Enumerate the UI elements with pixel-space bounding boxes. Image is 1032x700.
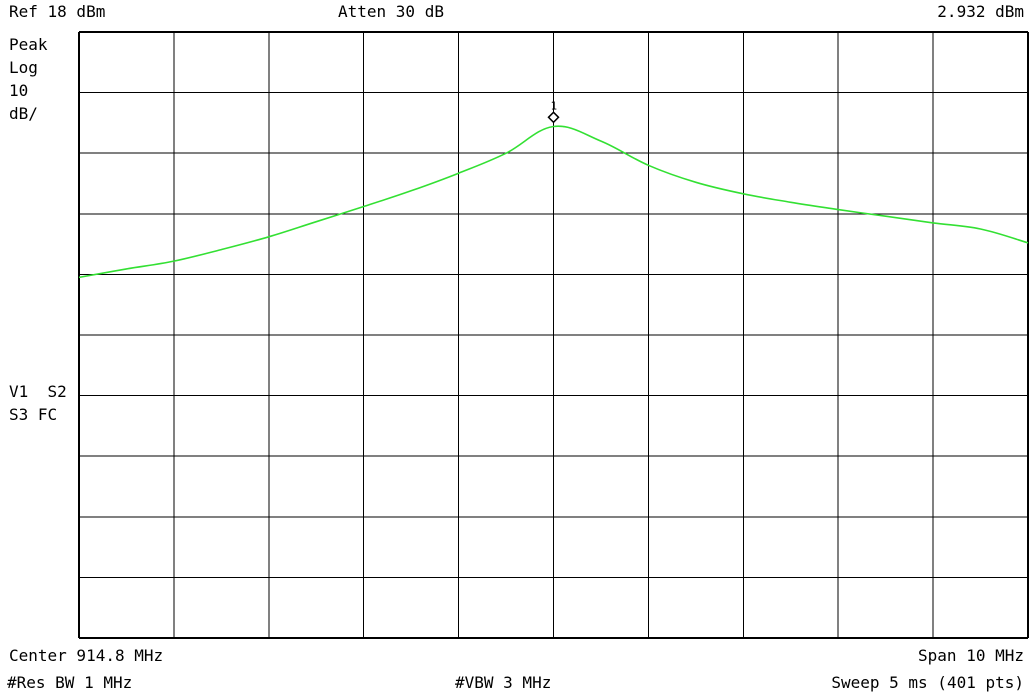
scale-value-label: 10 bbox=[9, 81, 29, 100]
scale-type-label: Log bbox=[9, 58, 38, 77]
marker-number: 1 bbox=[551, 99, 558, 112]
span-label: Span 10 MHz bbox=[918, 646, 1024, 665]
detector-label: Peak bbox=[9, 35, 48, 54]
trace-flags-2: S3 FC bbox=[9, 405, 58, 424]
marker-readout: 2.932 dBm bbox=[937, 2, 1024, 21]
marker-1: 1 bbox=[547, 99, 560, 124]
marker-diamond bbox=[547, 111, 560, 124]
res-bw-label: #Res BW 1 MHz bbox=[7, 673, 133, 692]
trace-flags-1: V1 S2 bbox=[9, 382, 67, 401]
attenuation-label: Atten 30 dB bbox=[338, 2, 444, 21]
scale-unit-label: dB/ bbox=[9, 104, 38, 123]
center-frequency-label: Center 914.8 MHz bbox=[9, 646, 164, 665]
ref-level-label: Ref 18 dBm bbox=[9, 2, 106, 21]
trace-line bbox=[78, 125, 1029, 279]
vbw-label: #VBW 3 MHz bbox=[455, 673, 552, 692]
graticule bbox=[78, 31, 1029, 639]
sweep-label: Sweep 5 ms (401 pts) bbox=[831, 673, 1024, 692]
